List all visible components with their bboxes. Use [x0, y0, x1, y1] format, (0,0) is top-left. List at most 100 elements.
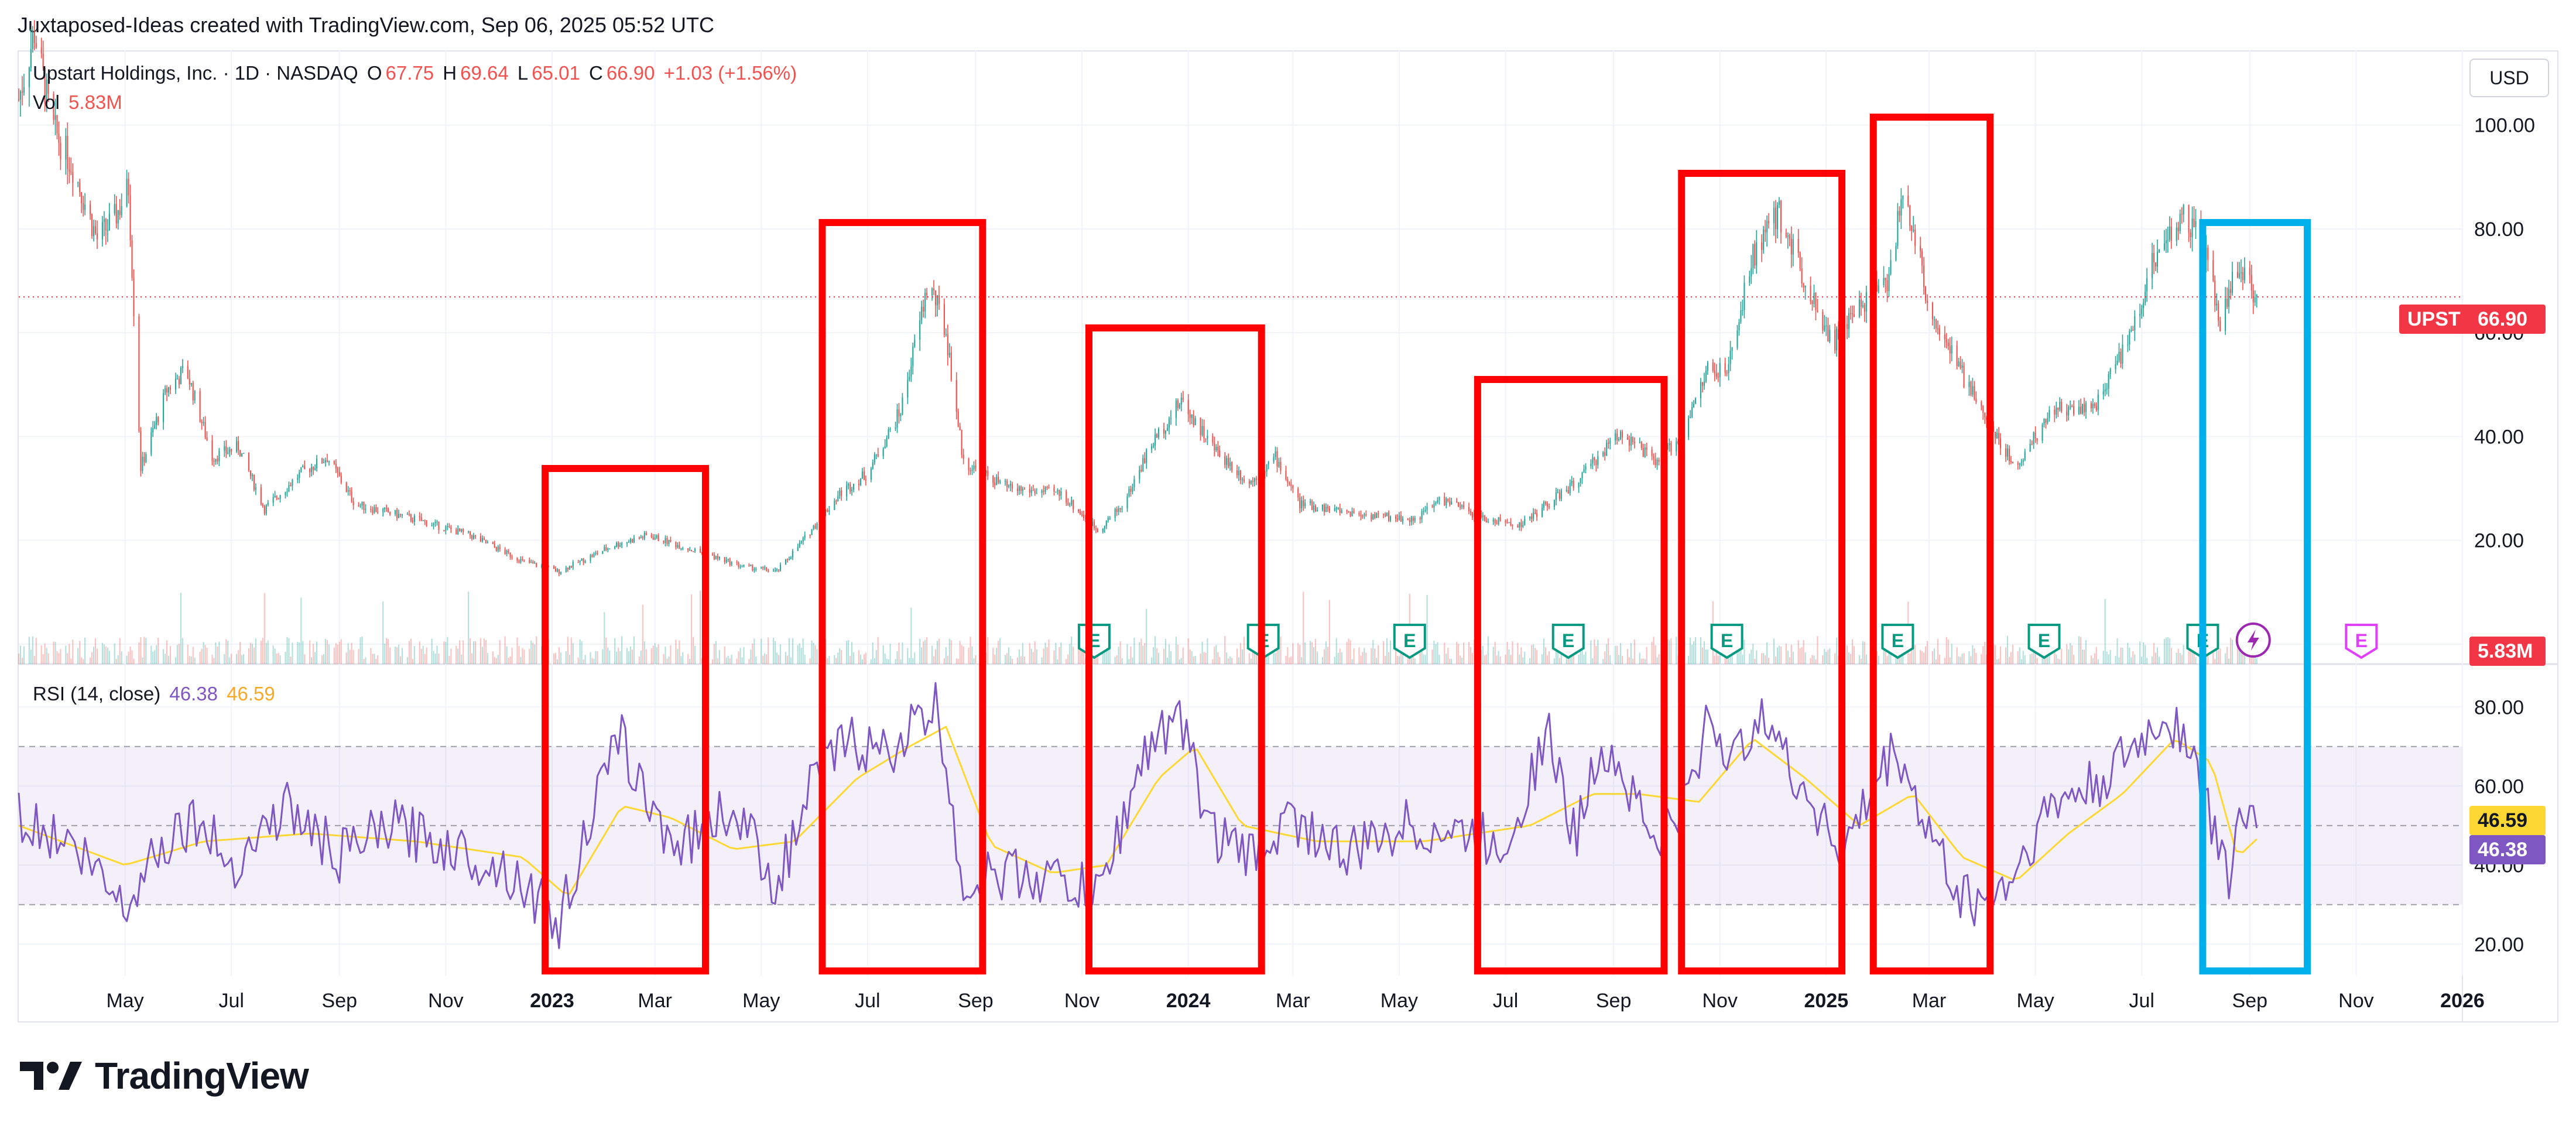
- volume-bar: [2134, 654, 2136, 664]
- candle-body: [143, 457, 145, 463]
- volume-bar: [56, 651, 58, 664]
- volume-bar: [408, 641, 410, 664]
- candle-body: [1865, 292, 1867, 312]
- currency-button[interactable]: USD: [2469, 59, 2549, 97]
- candle-body: [1155, 434, 1156, 446]
- candle-body: [1947, 343, 1949, 347]
- candle-body: [1400, 515, 1402, 522]
- volume-bar: [1827, 649, 1829, 664]
- candle-body: [156, 417, 157, 426]
- volume-bar: [909, 658, 910, 664]
- candle-body: [1902, 196, 1904, 200]
- volume-bar: [2188, 651, 2190, 664]
- candle-body: [572, 562, 574, 567]
- candle-body: [1236, 470, 1238, 476]
- chart-frame[interactable]: [18, 50, 2558, 1022]
- time-tick-label: Jul: [855, 990, 880, 1012]
- volume-bar: [1034, 641, 1036, 664]
- candle-body: [764, 567, 766, 569]
- time-tick-label: Nov: [1064, 990, 1099, 1012]
- candle-body: [693, 551, 694, 552]
- candle-body: [154, 425, 156, 429]
- candle-body: [1009, 484, 1012, 486]
- time-tick-label: Jul: [1493, 990, 1518, 1012]
- candle-body: [1469, 511, 1472, 513]
- volume-bar: [851, 642, 853, 664]
- candle-body: [779, 565, 782, 571]
- candle-body: [581, 558, 583, 561]
- volume-bar: [2106, 651, 2108, 664]
- candle-body: [447, 526, 448, 527]
- candle-body: [508, 550, 509, 553]
- volume-bar: [1151, 658, 1153, 664]
- volume-bar: [1217, 652, 1219, 664]
- candle-body: [1252, 481, 1253, 482]
- volume-bar: [190, 656, 192, 664]
- candle-body: [1451, 501, 1453, 505]
- volume-bar: [1834, 653, 1836, 664]
- candle-body: [1510, 522, 1512, 525]
- candle-body: [1492, 519, 1494, 522]
- volume-bar: [1449, 658, 1451, 664]
- candle-body: [1920, 246, 1921, 251]
- candle-body: [1618, 439, 1620, 440]
- time-tick-label: Mar: [638, 990, 672, 1012]
- candle-body: [2066, 411, 2068, 416]
- candle-body: [595, 552, 597, 554]
- volume-bar: [2034, 651, 2036, 664]
- candle-body: [1505, 520, 1506, 523]
- time-tick-label: 2024: [1166, 990, 1211, 1012]
- volume-bar: [1801, 647, 1803, 664]
- volume-bar: [1824, 649, 1825, 664]
- candle-body: [1303, 500, 1304, 507]
- footer-brand[interactable]: TradingView: [20, 1054, 309, 1097]
- volume-bar: [345, 652, 347, 664]
- candle-body: [474, 535, 477, 536]
- candle-body: [1982, 406, 1984, 413]
- candle-body: [1602, 452, 1604, 456]
- candle-body: [1170, 418, 1171, 419]
- volume-bar: [875, 650, 877, 664]
- candle-body: [1995, 432, 1996, 439]
- candle-body: [1217, 446, 1219, 451]
- candle-body: [352, 501, 354, 505]
- volume-bar: [968, 647, 970, 664]
- volume-bar: [2170, 648, 2172, 664]
- volume-bar: [1468, 642, 1470, 664]
- volume-bar: [2116, 638, 2118, 664]
- candle-body: [1029, 488, 1030, 493]
- volume-bar: [79, 641, 81, 664]
- volume-bar: [2031, 654, 2033, 664]
- candle-body: [1938, 329, 1940, 335]
- volume-bar: [1715, 644, 1717, 664]
- candle-body: [1670, 443, 1672, 452]
- candle-body: [492, 542, 494, 545]
- volume-bar: [694, 645, 696, 664]
- candle-body: [1999, 438, 2002, 449]
- volume-bar: [994, 654, 996, 664]
- candle-body: [19, 91, 22, 100]
- candle-body: [1228, 458, 1229, 467]
- volume-bar: [1951, 644, 1952, 664]
- candle-body: [943, 304, 945, 335]
- candle-body: [117, 210, 119, 224]
- candle-body: [921, 307, 923, 320]
- candle-body: [2071, 406, 2073, 407]
- volume-bar: [670, 645, 672, 664]
- candle-body: [579, 560, 581, 563]
- volume-bar: [1496, 655, 1498, 664]
- earnings-marker: E: [1881, 624, 1914, 659]
- volume-bar: [174, 657, 177, 664]
- candle-body: [272, 497, 274, 503]
- candle-body: [1168, 418, 1170, 428]
- candle-body: [591, 555, 593, 557]
- volume-bar: [67, 653, 68, 664]
- volume-bar: [167, 655, 170, 664]
- candle-body: [1858, 299, 1860, 317]
- candle-body: [1163, 429, 1165, 434]
- time-tick-label: Jul: [2129, 990, 2154, 1012]
- candle-body: [1693, 403, 1695, 408]
- volume-bar: [311, 657, 313, 664]
- volume-bar: [54, 642, 56, 664]
